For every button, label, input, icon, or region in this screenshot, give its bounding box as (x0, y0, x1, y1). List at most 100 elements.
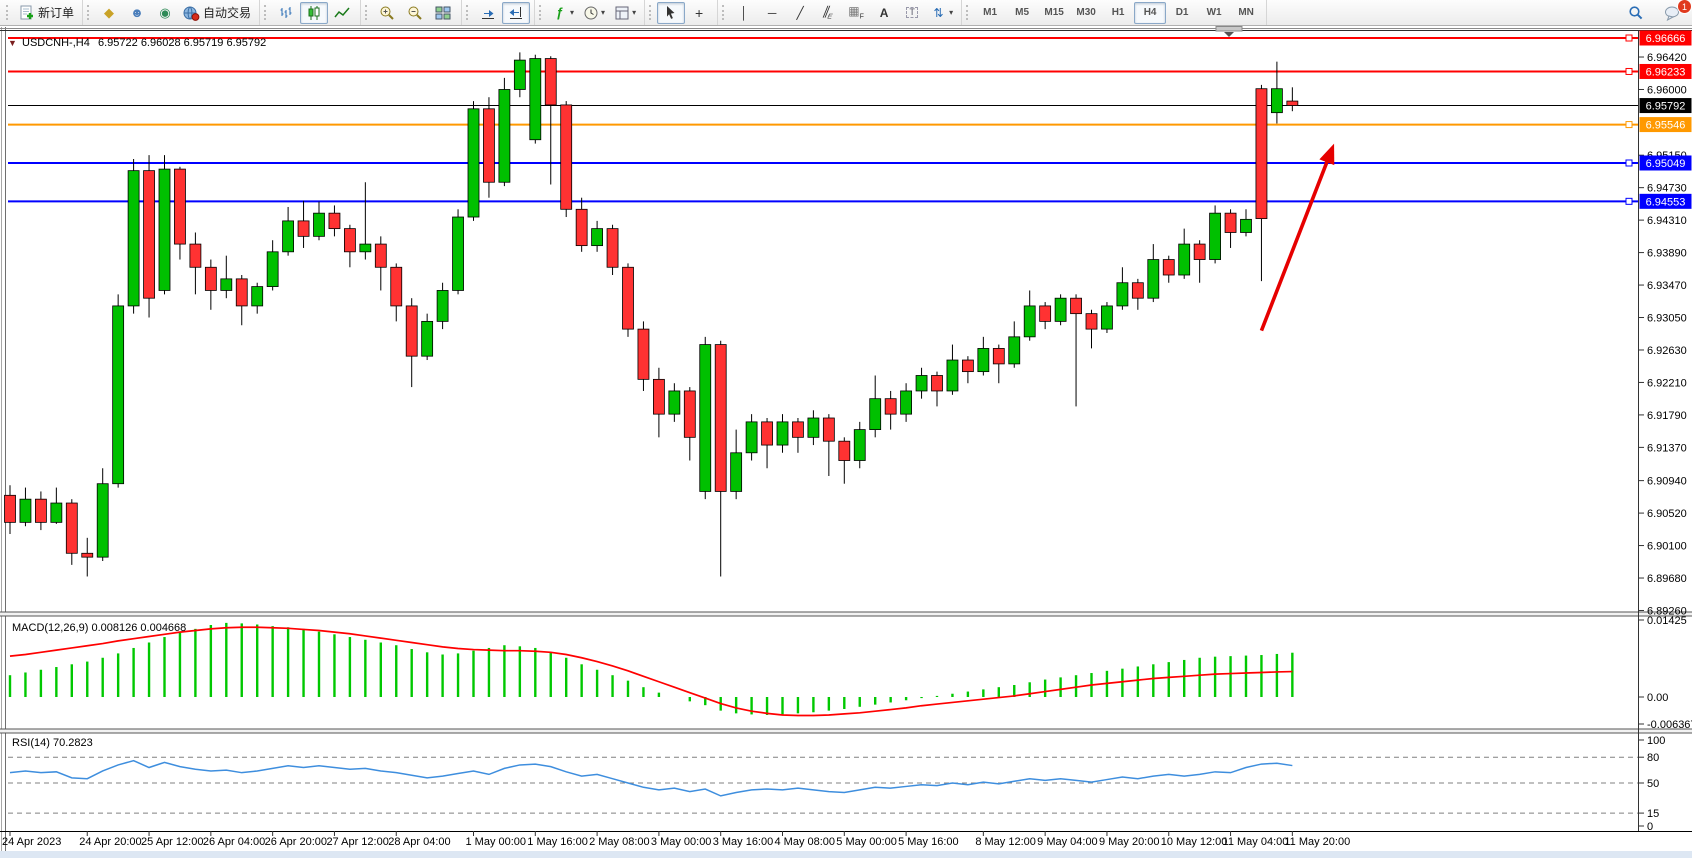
candle (513, 59, 526, 90)
candle (807, 417, 820, 438)
candle (869, 398, 882, 431)
line-handle[interactable] (1625, 197, 1633, 205)
candle (1209, 212, 1221, 260)
fibonacci-button[interactable]: ▦F (842, 2, 870, 24)
signals-button[interactable]: ◉ (151, 2, 179, 24)
candle (560, 104, 573, 210)
indicators-button[interactable]: ƒ ▾ (547, 2, 578, 24)
line-handle[interactable] (1625, 159, 1633, 167)
crosshair-button[interactable]: + (685, 2, 713, 24)
notifications-button[interactable]: 1 (1658, 0, 1692, 24)
timeframe-m1[interactable]: M1 (983, 7, 998, 18)
search-button[interactable] (1622, 2, 1650, 24)
toolbar-right: 1 (1622, 0, 1692, 26)
chartshift-icon (508, 5, 525, 21)
time-axis-label: 1 May 16:00 (527, 836, 588, 848)
trend-arrow[interactable] (1259, 152, 1333, 332)
price-axis-label: 6.93890 (1647, 248, 1687, 260)
line-chart-button[interactable] (328, 2, 356, 24)
timeframe-group: M1 M5 M15 M30 H1 H4 D1 W1 MN (962, 0, 1268, 25)
candle (776, 421, 789, 446)
zoom-in-button[interactable] (373, 2, 401, 24)
new-order-button[interactable]: 新订单 (14, 2, 78, 24)
chevron-down-icon[interactable]: ▾ (949, 8, 954, 17)
rsi-axis-label: 0 (1647, 821, 1653, 833)
candle (96, 483, 109, 558)
time-axis-label: 3 May 00:00 (651, 836, 712, 848)
trend-arrow-head[interactable] (1319, 143, 1335, 166)
auto-scroll-button[interactable] (474, 2, 502, 24)
candlestick-chart-button[interactable] (300, 1, 329, 24)
market-watch-button[interactable]: ☻ (123, 2, 151, 24)
toolbar-grip[interactable] (966, 5, 970, 20)
periods-button[interactable]: ▾ (578, 2, 609, 24)
pane-splitter[interactable] (0, 728, 1692, 734)
candles-icon (306, 5, 323, 21)
chart-plot-area[interactable] (8, 31, 1638, 831)
price-axis-label: 6.96000 (1647, 84, 1687, 96)
timeframe-m15[interactable]: M15 (1044, 7, 1064, 18)
chevron-down-icon[interactable]: ▾ (570, 8, 575, 17)
toolbar-grip[interactable] (539, 5, 543, 20)
equidistant-channel-button[interactable]: ∥E (814, 2, 842, 24)
timeframe-m5[interactable]: M5 (1015, 7, 1030, 18)
horizontal-line-button[interactable]: ─ (758, 2, 786, 24)
candle (467, 108, 480, 218)
toolbar-grip[interactable] (6, 5, 10, 20)
bar-chart-button[interactable] (272, 2, 300, 24)
toolbar-grip[interactable] (365, 5, 369, 20)
search-icon (1628, 5, 1645, 21)
line-handle[interactable] (1625, 67, 1633, 75)
price-axis-label: 6.92630 (1647, 345, 1687, 357)
candle (853, 429, 866, 461)
toolbar-grip[interactable] (722, 5, 726, 20)
rsi-axis-label: 80 (1647, 752, 1659, 764)
time-axis-label: 24 Apr 20:00 (79, 836, 141, 848)
price-axis-label: 6.91370 (1647, 442, 1687, 454)
chart-shift-button[interactable] (502, 1, 531, 24)
toolbar-grip[interactable] (87, 5, 91, 20)
main-toolbar: 新订单 ◆ ☻ ◉ 自动交易 ƒ ▾ ▾ ▾ + │ ─ ╱ ∥E ▦F A T ⇅ ▾ M1 M5 M15 M30 H1 H4… (0, 0, 1692, 26)
candle (822, 417, 835, 442)
vertical-line-button[interactable]: │ (730, 2, 758, 24)
chevron-down-icon[interactable]: ▾ (632, 8, 637, 17)
timeframe-m30[interactable]: M30 (1076, 7, 1096, 18)
time-axis-label: 11 May 04:00 (1223, 836, 1289, 848)
candle (452, 216, 464, 291)
timeframe-d1[interactable]: D1 (1175, 7, 1189, 18)
chart-shift-marker[interactable] (1215, 26, 1243, 32)
timeframe-h4[interactable]: H4 (1134, 1, 1167, 24)
chart-shift-marker-arrow-icon[interactable] (1224, 32, 1234, 37)
trendline-button[interactable]: ╱ (786, 2, 814, 24)
chart-collapse-icon[interactable]: ▼ (8, 38, 17, 48)
toolbar-grip[interactable] (649, 5, 653, 20)
line-handle[interactable] (1625, 34, 1633, 42)
autotrading-button[interactable]: 自动交易 (179, 2, 255, 24)
toolbar-group: ◆ ☻ ◉ 自动交易 (83, 0, 261, 25)
text-a-icon: A (879, 5, 889, 20)
chart-profile-button[interactable]: ◆ (95, 2, 123, 24)
zoom-out-button[interactable] (401, 2, 429, 24)
candle (174, 168, 186, 245)
timeframe-h1[interactable]: H1 (1111, 7, 1125, 18)
shapes-button[interactable]: ⇅ ▾ (926, 2, 957, 24)
text-label-button[interactable]: T (898, 2, 926, 24)
timeframe-mn[interactable]: MN (1238, 7, 1254, 18)
chevron-down-icon[interactable]: ▾ (601, 8, 606, 17)
line-handle[interactable] (1625, 121, 1633, 129)
time-axis-label: 1 May 00:00 (466, 836, 527, 848)
candle (405, 305, 418, 357)
time-axis-label: 2 May 08:00 (589, 836, 650, 848)
candle (1255, 88, 1268, 219)
timeframe-w1[interactable]: W1 (1206, 7, 1222, 18)
toolbar-grip[interactable] (264, 5, 268, 20)
cursor-button[interactable] (657, 1, 686, 24)
templates-button[interactable]: ▾ (609, 2, 640, 24)
candle (282, 220, 295, 253)
tile-windows-button[interactable] (429, 2, 457, 24)
toolbar-grip[interactable] (466, 5, 470, 20)
pane-splitter[interactable] (0, 611, 1692, 617)
candle (992, 348, 1005, 365)
text-button[interactable]: A (870, 2, 898, 24)
